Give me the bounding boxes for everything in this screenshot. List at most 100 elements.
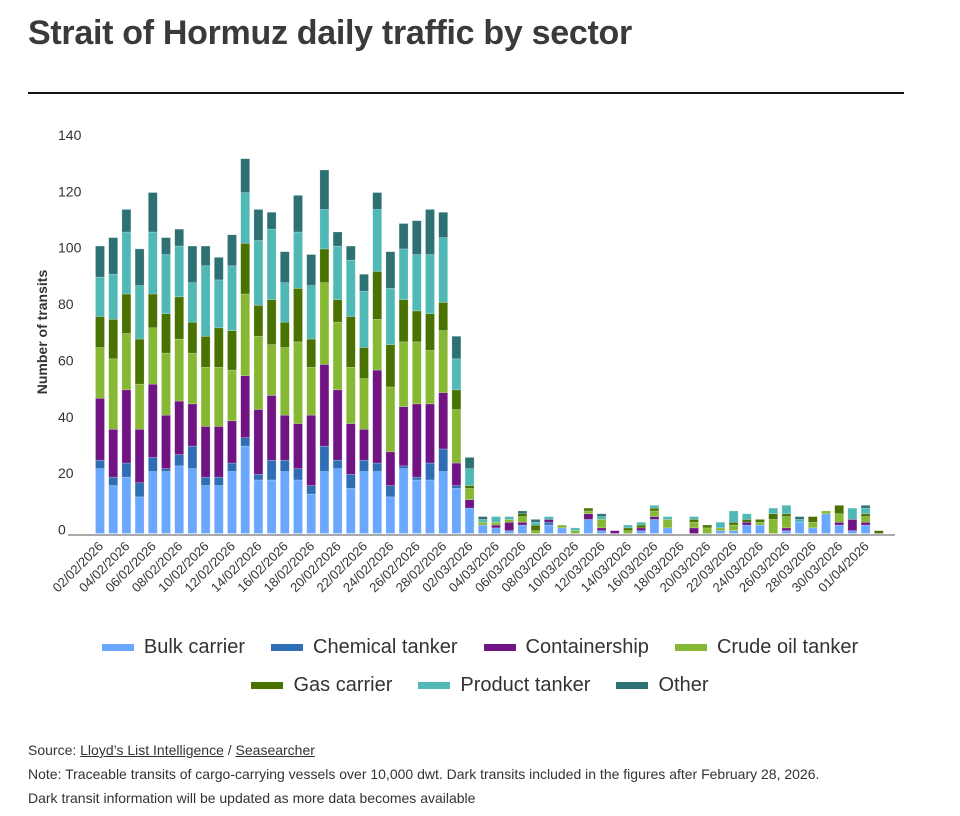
bar-stack xyxy=(596,513,607,534)
bar-segment-containership xyxy=(279,414,290,461)
bar-segment-gas-carrier xyxy=(741,519,752,523)
bar-segment-containership xyxy=(200,426,211,478)
bar-segment-crude-oil-tanker xyxy=(755,521,765,526)
bar-segment-bulk-carrier xyxy=(108,485,118,534)
bar-segment-chemical-tanker xyxy=(121,462,132,478)
bar-segment-bulk-carrier xyxy=(306,493,317,534)
bar-segment-other xyxy=(148,192,158,233)
bar-segment-crude-oil-tanker xyxy=(807,521,818,529)
bar-segment-gas-carrier xyxy=(121,293,132,334)
bar-segment-chemical-tanker xyxy=(359,459,369,472)
legend-label: Other xyxy=(658,674,709,696)
bar-segment-other xyxy=(372,192,383,210)
bar-segment-crude-oil-tanker xyxy=(385,386,396,453)
bar-segment-gas-carrier xyxy=(517,513,528,517)
bar-stack xyxy=(121,209,132,534)
bar-segment-gas-carrier xyxy=(702,524,713,529)
bar-stack xyxy=(491,516,501,534)
bar-segment-gas-carrier xyxy=(161,313,171,354)
bar-segment-gas-carrier xyxy=(108,319,118,360)
bars xyxy=(95,158,884,534)
bar-stack xyxy=(464,457,475,534)
bar-segment-crude-oil-tanker xyxy=(148,327,158,385)
bar-segment-gas-carrier xyxy=(345,316,356,368)
bar-segment-gas-carrier xyxy=(293,288,303,343)
bar-segment-product-tanker xyxy=(438,237,449,303)
bar-stack xyxy=(253,209,264,534)
bar-segment-gas-carrier xyxy=(530,524,541,531)
y-tick-label: 60 xyxy=(58,352,74,368)
bar-stack xyxy=(583,507,594,534)
bar-segment-bulk-carrier xyxy=(227,471,237,534)
legend-swatch xyxy=(616,682,649,689)
bar-stack xyxy=(530,519,541,534)
bar-segment-gas-carrier xyxy=(385,344,396,388)
bar-stack xyxy=(385,251,396,534)
bar-segment-gas-carrier xyxy=(214,327,224,368)
bar-segment-bulk-carrier xyxy=(425,479,435,534)
source-link-seasearcher[interactable]: Seasearcher xyxy=(235,742,315,758)
bar-segment-crude-oil-tanker xyxy=(174,338,184,402)
bar-segment-bulk-carrier xyxy=(834,524,845,534)
bar-segment-other xyxy=(517,510,528,515)
bar-segment-containership xyxy=(385,451,396,486)
note-line-2: Dark transit information will be updated… xyxy=(28,790,476,806)
bar-stack xyxy=(411,220,422,534)
bar-segment-crude-oil-tanker xyxy=(398,341,409,407)
bar-segment-crude-oil-tanker xyxy=(623,530,633,534)
bar-segment-chemical-tanker xyxy=(306,485,317,495)
bar-stack xyxy=(95,245,105,534)
bar-segment-bulk-carrier xyxy=(174,465,184,534)
bar-segment-containership xyxy=(240,375,250,438)
bar-stack xyxy=(570,527,581,534)
bar-segment-product-tanker xyxy=(398,248,409,300)
bar-segment-product-tanker xyxy=(411,254,422,312)
bar-stack xyxy=(319,169,330,534)
bar-segment-bulk-carrier xyxy=(438,471,449,534)
bar-segment-product-tanker xyxy=(161,254,171,315)
bar-stack xyxy=(108,237,118,534)
bar-stack xyxy=(425,209,435,534)
bar-segment-bulk-carrier xyxy=(860,524,871,534)
bar-segment-crude-oil-tanker xyxy=(557,524,567,529)
bar-segment-bulk-carrier xyxy=(279,471,290,534)
bar-segment-chemical-tanker xyxy=(95,459,105,469)
bar-segment-crude-oil-tanker xyxy=(345,366,356,424)
bar-segment-other xyxy=(319,169,330,210)
bar-segment-containership xyxy=(741,521,752,526)
bar-segment-chemical-tanker xyxy=(385,485,396,498)
legend-item-product-tanker: Product tanker xyxy=(418,674,590,697)
title-divider xyxy=(28,92,904,94)
bar-segment-gas-carrier xyxy=(187,321,198,354)
bar-segment-product-tanker xyxy=(464,468,475,486)
bar-segment-product-tanker xyxy=(596,516,607,520)
bar-segment-gas-carrier xyxy=(860,513,871,517)
bar-segment-crude-oil-tanker xyxy=(240,293,250,377)
bar-segment-gas-carrier xyxy=(464,485,475,489)
bar-segment-crude-oil-tanker xyxy=(570,530,581,534)
bar-segment-gas-carrier xyxy=(332,299,343,323)
legend-label: Crude oil tanker xyxy=(716,636,859,658)
chart-title: Strait of Hormuz daily traffic by sector xyxy=(28,14,632,52)
source-label: Source: xyxy=(28,742,81,758)
bar-segment-other xyxy=(279,251,290,284)
bar-segment-chemical-tanker xyxy=(372,462,383,472)
bar-stack xyxy=(689,516,699,534)
bar-segment-product-tanker xyxy=(253,240,264,306)
bar-segment-gas-carrier xyxy=(689,519,699,523)
legend-item-gas-carrier: Gas carrier xyxy=(251,674,392,697)
bar-stack xyxy=(161,237,171,534)
bar-segment-crude-oil-tanker xyxy=(596,519,607,529)
bar-stack xyxy=(148,192,158,534)
legend-swatch xyxy=(418,682,451,689)
bar-stack xyxy=(266,211,277,534)
bar-stack xyxy=(834,505,845,534)
bar-segment-gas-carrier xyxy=(200,335,211,368)
bar-segment-containership xyxy=(689,527,699,534)
bar-segment-bulk-carrier xyxy=(200,485,211,534)
source-link-lloyds[interactable]: Lloyd’s List Intelligence xyxy=(80,742,224,758)
bar-segment-crude-oil-tanker xyxy=(266,344,277,396)
bar-segment-product-tanker xyxy=(623,524,633,529)
bar-segment-crude-oil-tanker xyxy=(95,347,105,399)
bar-stack xyxy=(636,521,647,534)
